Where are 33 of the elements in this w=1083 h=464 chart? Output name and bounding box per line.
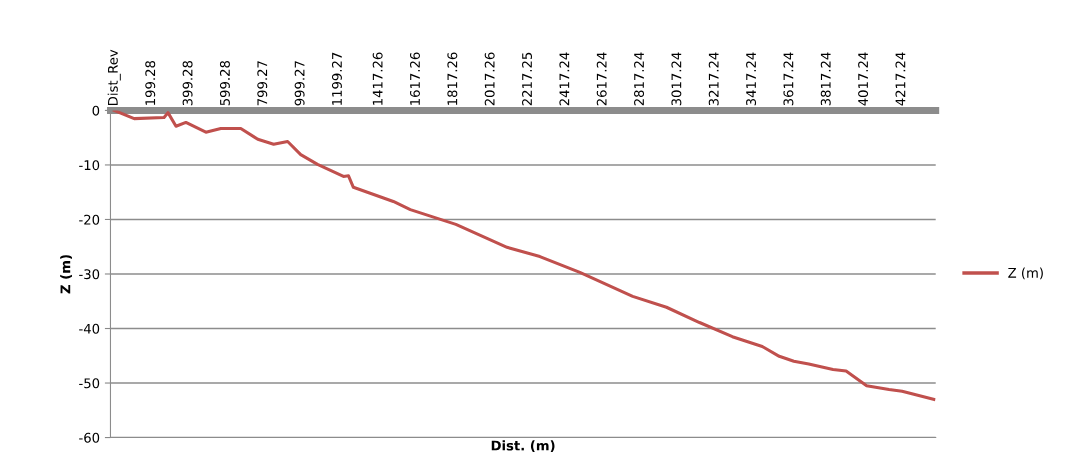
x-tick-label: 1617.26	[410, 52, 420, 105]
x-tick-label: 2617.24	[596, 52, 607, 106]
y-axis-title: Z (m)	[60, 255, 72, 294]
y-tick-label: -10	[79, 160, 100, 171]
x-tick-label: 399.28	[182, 61, 193, 106]
x-tick-label: 599.28	[219, 61, 230, 106]
x-tick-label: 3217.24	[708, 52, 719, 106]
y-tick-label: 0	[92, 105, 100, 116]
x-tick-label: 999.27	[294, 61, 305, 106]
x-tick-label: 3417.24	[746, 52, 757, 106]
x-tick-label: 2017.26	[484, 52, 495, 106]
x-tick-label: 1199.27	[331, 52, 342, 105]
y-tick-label: -30	[79, 269, 100, 280]
line-series	[112, 110, 936, 401]
x-tick-label: 199.28	[145, 61, 156, 105]
y-tick-label: -50	[79, 378, 100, 389]
x-tick-label: 3817.24	[820, 52, 831, 106]
x-axis-title: Dist. (m)	[491, 440, 555, 453]
legend-label: Z (m)	[1008, 267, 1043, 280]
y-tick-label: -40	[79, 323, 100, 334]
y-tick-label: -20	[79, 214, 100, 225]
x-tick-label: 3617.24	[783, 52, 794, 106]
x-tick-label: 3017.24	[671, 52, 682, 106]
x-tick-label: 2817.24	[634, 52, 645, 106]
x-tick-label: 1417.26	[372, 52, 383, 105]
y-tick-label: -60	[79, 432, 100, 443]
x-tick-label: 2217.25	[522, 52, 533, 106]
x-tick-label: 4217.24	[895, 52, 906, 106]
x-tick-label: Dist_Rev	[107, 49, 121, 105]
x-tick-label: 2417.24	[559, 52, 570, 106]
x-tick-label: 4017.24	[858, 52, 869, 106]
x-tick-label: 799.27	[257, 61, 268, 106]
x-tick-label: 1817.26	[447, 52, 458, 105]
